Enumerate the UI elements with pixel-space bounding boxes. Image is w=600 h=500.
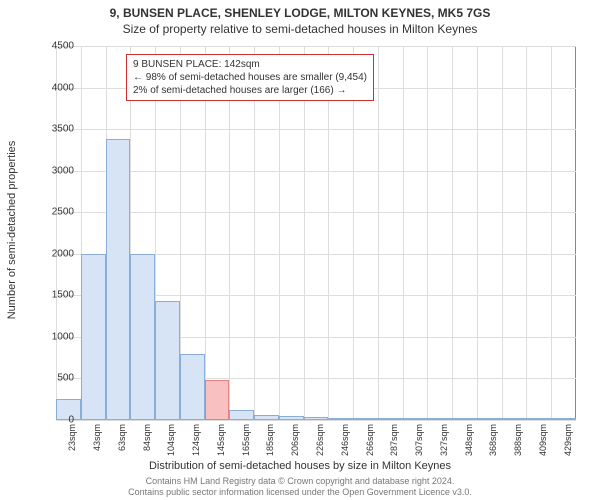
gridline-v: [328, 46, 329, 420]
chart-title-line1: 9, BUNSEN PLACE, SHENLEY LODGE, MILTON K…: [0, 0, 600, 20]
gridline-h: [56, 171, 576, 172]
histogram-bar: [328, 418, 353, 420]
xtick-label: 226sqm: [315, 424, 325, 456]
xtick-label: 287sqm: [389, 424, 399, 456]
xtick-label: 206sqm: [290, 424, 300, 456]
histogram-bar: [502, 418, 527, 420]
chart-title-line2: Size of property relative to semi-detach…: [0, 20, 600, 36]
footer-line1: Contains HM Land Registry data © Crown c…: [0, 476, 600, 487]
histogram-bar: [106, 139, 131, 420]
histogram-bar: [130, 254, 155, 420]
ytick-label: 2500: [52, 207, 74, 218]
histogram-bar: [304, 417, 329, 420]
xtick-label: 84sqm: [142, 424, 152, 451]
gridline-h: [56, 212, 576, 213]
xtick-label: 307sqm: [414, 424, 424, 456]
xtick-label: 104sqm: [166, 424, 176, 456]
xtick-label: 266sqm: [365, 424, 375, 456]
y-axis-label: Number of semi-detached properties: [6, 141, 18, 320]
chart-plot-area: 9 BUNSEN PLACE: 142sqm← 98% of semi-deta…: [56, 46, 576, 420]
xtick-label: 63sqm: [117, 424, 127, 451]
histogram-bar-highlight: [205, 380, 230, 420]
gridline-v: [502, 46, 503, 420]
gridline-v: [526, 46, 527, 420]
gridline-v: [304, 46, 305, 420]
gridline-v: [403, 46, 404, 420]
gridline-v: [551, 46, 552, 420]
xtick-label: 429sqm: [563, 424, 573, 456]
xtick-label: 368sqm: [488, 424, 498, 456]
gridline-v: [452, 46, 453, 420]
gridline-v: [254, 46, 255, 420]
ytick-label: 4500: [52, 41, 74, 52]
gridline-v: [279, 46, 280, 420]
xtick-label: 124sqm: [191, 424, 201, 456]
xtick-label: 23sqm: [67, 424, 77, 451]
xtick-label: 43sqm: [92, 424, 102, 451]
footer-attribution: Contains HM Land Registry data © Crown c…: [0, 476, 600, 498]
x-axis-label: Distribution of semi-detached houses by …: [0, 460, 600, 472]
gridline-v: [477, 46, 478, 420]
footer-line2: Contains public sector information licen…: [0, 487, 600, 498]
xtick-label: 145sqm: [216, 424, 226, 456]
xtick-label: 348sqm: [464, 424, 474, 456]
xtick-label: 388sqm: [513, 424, 523, 456]
gridline-v: [378, 46, 379, 420]
ytick-label: 3000: [52, 165, 74, 176]
histogram-bar: [427, 418, 452, 420]
histogram-bar: [477, 418, 502, 420]
xtick-label: 165sqm: [241, 424, 251, 456]
gridline-v: [353, 46, 354, 420]
gridline-h: [56, 129, 576, 130]
histogram-bar: [378, 418, 403, 420]
gridline-v: [229, 46, 230, 420]
xtick-label: 409sqm: [538, 424, 548, 456]
histogram-bar: [403, 418, 428, 420]
ytick-label: 3500: [52, 124, 74, 135]
xtick-label: 185sqm: [265, 424, 275, 456]
inset-annotation: 9 BUNSEN PLACE: 142sqm← 98% of semi-deta…: [126, 54, 374, 101]
gridline-h: [56, 420, 576, 421]
histogram-bar: [81, 254, 106, 420]
histogram-bar: [526, 418, 551, 420]
ytick-label: 1500: [52, 290, 74, 301]
histogram-bar: [229, 410, 254, 420]
ytick-label: 500: [57, 373, 74, 384]
inset-line2: ← 98% of semi-detached houses are smalle…: [133, 71, 367, 84]
ytick-label: 1000: [52, 331, 74, 342]
ytick-label: 2000: [52, 248, 74, 259]
histogram-bar: [180, 354, 205, 420]
histogram-bar: [452, 418, 477, 420]
histogram-bar: [279, 416, 304, 420]
gridline-v: [427, 46, 428, 420]
inset-line1: 9 BUNSEN PLACE: 142sqm: [133, 58, 367, 71]
xtick-label: 327sqm: [439, 424, 449, 456]
gridline-v: [205, 46, 206, 420]
gridline-h: [56, 46, 576, 47]
histogram-bar: [155, 301, 180, 420]
inset-line3: 2% of semi-detached houses are larger (1…: [133, 84, 367, 97]
histogram-bar: [551, 418, 576, 420]
gridline-v: [56, 46, 57, 420]
xtick-label: 246sqm: [340, 424, 350, 456]
histogram-bar: [353, 418, 378, 420]
ytick-label: 4000: [52, 82, 74, 93]
histogram-bar: [254, 415, 279, 420]
